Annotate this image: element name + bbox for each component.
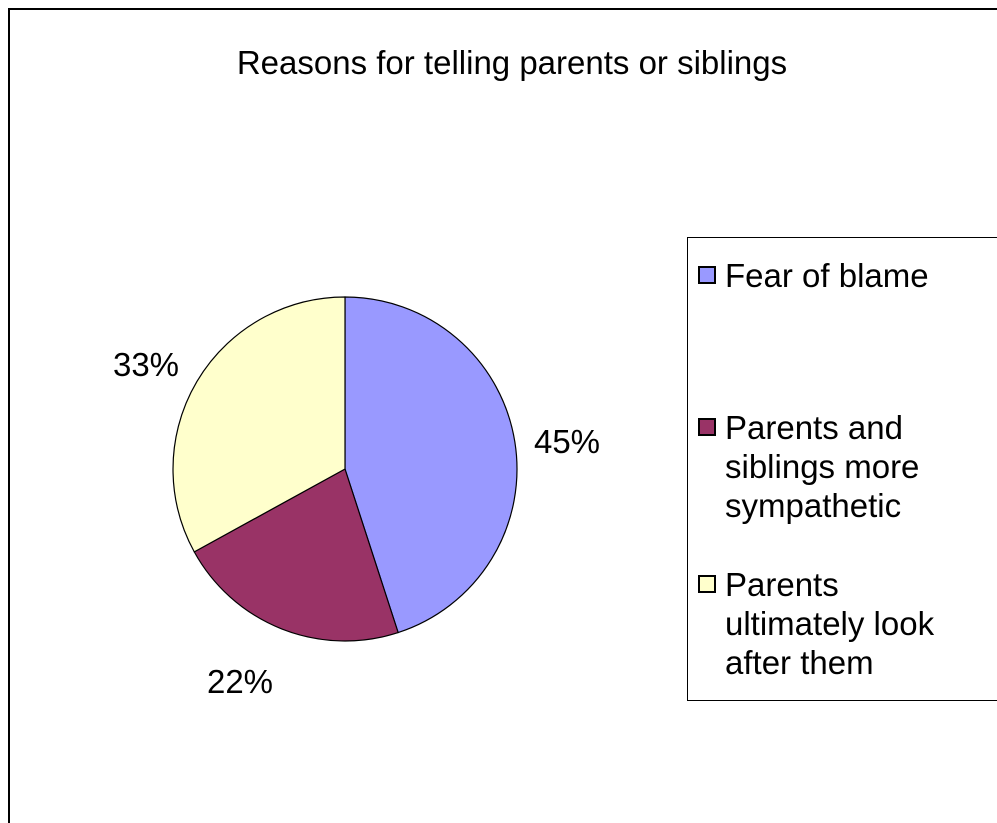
- data-label-parents-look-after: 33%: [113, 346, 179, 383]
- chart-title: Reasons for telling parents or siblings: [236, 44, 788, 81]
- data-label-parents-and-siblings: 22%: [207, 663, 273, 700]
- legend-item-parents-and-siblings: Parents and siblings more sympathetic: [698, 408, 980, 525]
- legend-label-parents-and-siblings: Parents and siblings more sympathetic: [725, 409, 920, 524]
- legend-swatch-parents-look-after: [698, 575, 716, 593]
- pie-slice-fear-of-blame: [344, 296, 518, 634]
- legend-swatch-fear-of-blame: [698, 266, 716, 284]
- chart-frame: [8, 8, 997, 823]
- legend-label-fear-of-blame: Fear of blame: [725, 257, 929, 294]
- pie-slice-parents-and-siblings: [193, 468, 399, 642]
- legend: Fear of blame Parents and siblings more …: [687, 237, 997, 701]
- data-label-fear-of-blame: 45%: [534, 423, 600, 460]
- legend-label-parents-look-after: Parents ultimately look after them: [725, 566, 935, 681]
- legend-item-parents-look-after: Parents ultimately look after them: [698, 565, 980, 682]
- legend-swatch-parents-and-siblings: [698, 418, 716, 436]
- pie-slice-parents-look-after: [172, 296, 346, 553]
- legend-item-fear-of-blame: Fear of blame: [698, 256, 980, 295]
